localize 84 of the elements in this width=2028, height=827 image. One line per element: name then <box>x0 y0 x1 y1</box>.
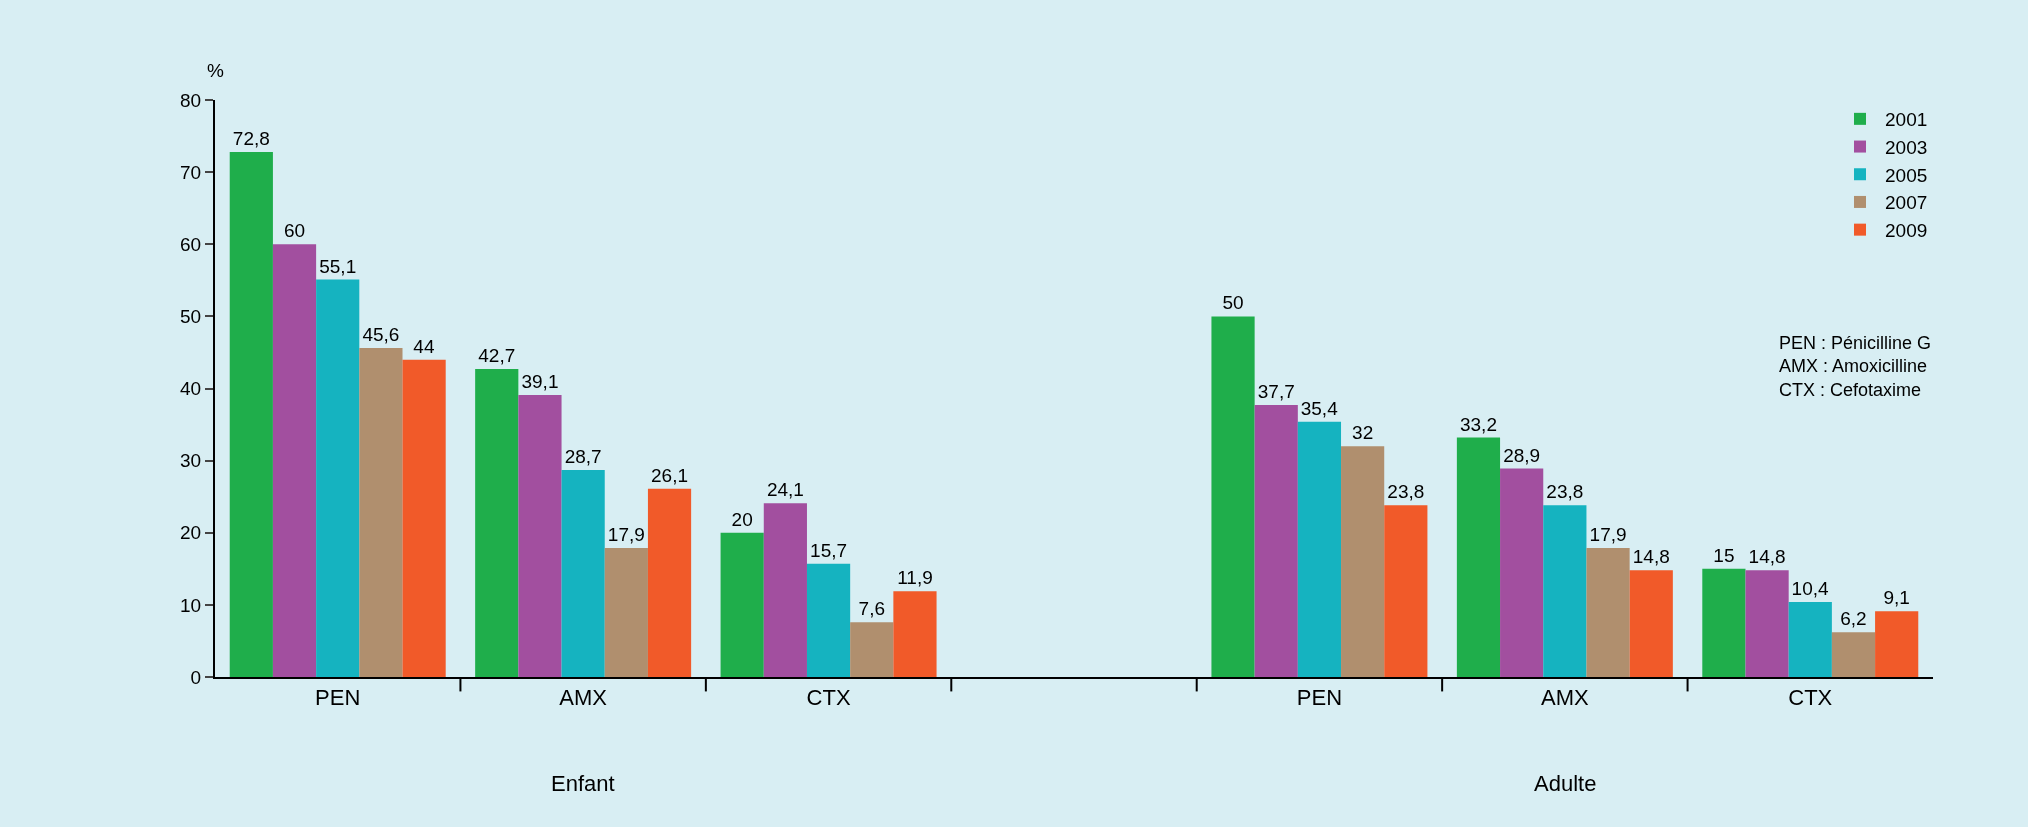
bar <box>1586 547 1630 677</box>
data-label: 6,2 <box>1840 608 1867 630</box>
bar <box>1254 405 1298 677</box>
x-tick-label: PEN <box>1296 685 1343 711</box>
bar <box>1745 570 1789 677</box>
legend-label: 2007 <box>1885 192 1928 214</box>
text: Adulte <box>1534 771 1597 796</box>
data-label: 60 <box>283 220 306 242</box>
bar <box>272 244 317 677</box>
data-label: 15,7 <box>810 539 848 561</box>
x-tick-label: PEN <box>315 685 361 711</box>
bar <box>720 532 764 677</box>
data-label: 44 <box>413 335 435 357</box>
bar <box>604 547 648 677</box>
bar <box>402 359 446 677</box>
legend-label: 2009 <box>1885 220 1928 242</box>
data-label: 55,1 <box>319 255 357 277</box>
data-label: 28,7 <box>564 446 602 467</box>
x-tick-label: AMX <box>1541 685 1590 711</box>
data-label: 50 <box>1222 292 1244 314</box>
y-tick-label: 80 <box>180 89 202 111</box>
y-tick-label: 70 <box>180 161 202 183</box>
bar <box>1831 632 1876 677</box>
bar <box>229 151 273 677</box>
data-label: 24,1 <box>766 479 804 501</box>
bar <box>1543 505 1587 677</box>
y-tick-label: 10 <box>180 594 202 616</box>
bar <box>518 394 562 677</box>
bar <box>1297 421 1342 677</box>
y-tick-label: 40 <box>180 378 202 400</box>
y-tick-label: 50 <box>180 306 202 328</box>
x-tick-label: CTX <box>806 685 851 711</box>
data-label: 26,1 <box>651 464 689 486</box>
legend-label: 2003 <box>1885 136 1928 158</box>
x-tick-label: CTX <box>1788 685 1833 711</box>
data-label: 14,8 <box>1632 546 1670 568</box>
bar <box>1788 601 1832 677</box>
bar <box>1456 437 1501 677</box>
data-label: 45,6 <box>362 324 400 346</box>
bar <box>1875 611 1919 677</box>
x-tick-label: AMX <box>559 685 608 711</box>
data-label: 10,4 <box>1791 577 1829 599</box>
data-label: 32 <box>1352 422 1374 444</box>
y-tick-label: 60 <box>180 233 202 255</box>
bar <box>1500 468 1544 677</box>
bar <box>647 488 692 677</box>
bar <box>1211 316 1255 677</box>
bar <box>806 563 851 677</box>
data-label: 23,8 <box>1546 481 1584 503</box>
data-label: 28,9 <box>1503 444 1541 466</box>
data-label: 9,1 <box>1883 587 1910 609</box>
y-tick-label: 30 <box>180 450 202 472</box>
bar <box>475 369 519 677</box>
data-label: 72,8 <box>232 127 270 149</box>
data-label: 23,8 <box>1387 481 1425 503</box>
data-label: 7,6 <box>858 598 885 620</box>
data-label: 20 <box>731 508 753 530</box>
data-label: 14,8 <box>1748 546 1786 568</box>
legend-label: 2001 <box>1885 109 1928 131</box>
bar <box>893 591 937 677</box>
text: Enfant <box>551 771 615 796</box>
bar <box>1629 570 1673 677</box>
data-label: 35,4 <box>1300 397 1339 419</box>
bar <box>316 279 360 677</box>
data-label: 11,9 <box>897 567 933 589</box>
data-label: 17,9 <box>1589 523 1627 545</box>
y-tick-label: 0 <box>190 666 202 688</box>
data-label: 42,7 <box>478 345 516 367</box>
data-label: 37,7 <box>1257 381 1295 403</box>
bar <box>1702 568 1746 677</box>
annotation: PEN : Pénicilline G AMX : Amoxicilline CTX : Cefotaxime <box>1779 333 1932 400</box>
legend-label: 2005 <box>1885 164 1928 186</box>
bar <box>1341 446 1385 677</box>
bar <box>359 348 403 677</box>
bar <box>1384 505 1428 677</box>
bar <box>850 622 894 677</box>
data-label: 33,2 <box>1459 413 1497 435</box>
data-label: 15 <box>1713 544 1735 566</box>
data-label: 17,9 <box>607 523 645 545</box>
y-axis-title: % <box>207 60 224 81</box>
y-tick-label: 20 <box>180 522 202 544</box>
data-label: 39,1 <box>521 370 559 392</box>
bar <box>561 470 605 677</box>
bar <box>763 503 807 677</box>
